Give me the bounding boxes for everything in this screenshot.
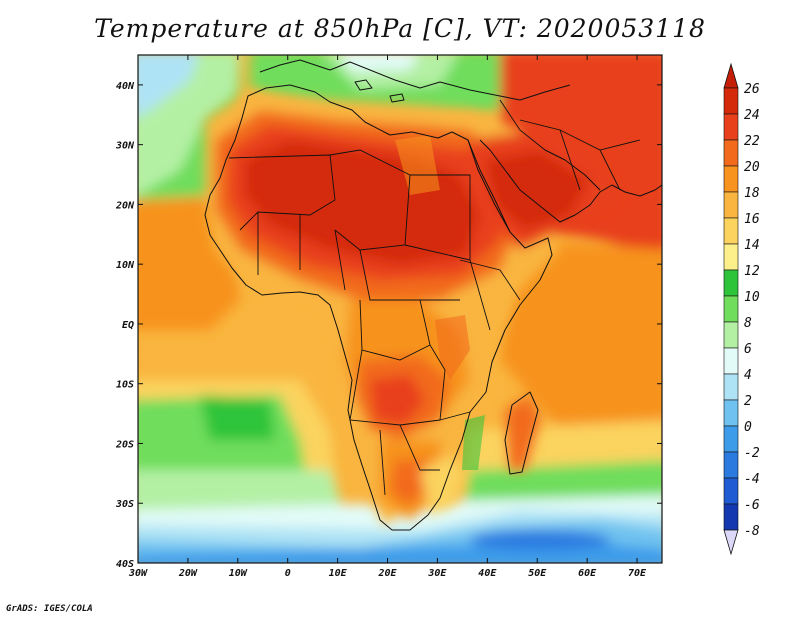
colorbar-label: 24 xyxy=(744,108,760,123)
colorbar-swatch xyxy=(723,451,739,479)
arabia-coastline xyxy=(479,139,662,223)
lat-tick-label: 40S xyxy=(116,559,134,570)
colorbar-label: 22 xyxy=(744,134,760,149)
lat-tick-label: 10N xyxy=(116,260,135,271)
colorbar-swatch xyxy=(723,165,739,193)
colorbar-top-arrow xyxy=(723,62,739,89)
colorbar-label: 26 xyxy=(744,82,760,97)
colorbar-label: 16 xyxy=(744,212,760,227)
colorbar-swatch xyxy=(723,269,739,297)
mediterranean-islands xyxy=(354,79,405,103)
lon-tick-label: 40E xyxy=(478,568,497,579)
coastlines xyxy=(204,59,662,531)
grads-credit: GrADS: IGES/COLA xyxy=(6,604,93,614)
colorbar-swatch xyxy=(723,321,739,349)
colorbar-label: -8 xyxy=(744,524,760,539)
colorbar-swatch xyxy=(723,373,739,401)
lat-tick-label: 40N xyxy=(116,81,135,92)
lat-tick-label: 20S xyxy=(115,439,134,450)
colorbar-swatch xyxy=(723,217,739,245)
colorbar-label: -4 xyxy=(744,472,760,487)
europe-coast xyxy=(259,59,571,101)
lon-tick-label: 30W xyxy=(128,568,148,579)
colorbar-label: 4 xyxy=(744,368,752,383)
lon-tick-label: 10W xyxy=(229,568,248,579)
madagascar xyxy=(504,391,539,475)
persian-gulf xyxy=(544,149,601,191)
colorbar-swatch xyxy=(723,191,739,219)
lon-tick-label: 0 xyxy=(285,568,291,579)
colorbar-swatch xyxy=(723,87,739,115)
colorbar-label: 2 xyxy=(744,394,752,409)
colorbar-label: 10 xyxy=(744,290,760,305)
lon-tick-label: 20E xyxy=(377,568,397,579)
lon-tick-label: 20W xyxy=(178,568,198,579)
temperature-field xyxy=(138,55,662,563)
colorbar-swatch xyxy=(723,347,739,375)
lon-tick-label: 10E xyxy=(329,568,348,579)
lon-tick-label: 70E xyxy=(628,568,647,579)
colorbar-label: 0 xyxy=(744,420,752,435)
map-title: Temperature at 850hPa [C], VT: 202005311… xyxy=(94,14,706,43)
colorbar-label: 20 xyxy=(744,160,760,175)
colorbar-swatch xyxy=(723,425,739,453)
red-sea-coast xyxy=(467,139,511,233)
lat-tick-label: EQ xyxy=(122,320,134,331)
lon-tick-label: 30E xyxy=(427,568,447,579)
lat-tick-label: 10S xyxy=(116,380,134,391)
latitude-axis: 40N 30N 20N 10N EQ 10S 20S 30S 40S xyxy=(115,81,662,570)
map-frame xyxy=(137,54,663,564)
lat-tick-label: 20N xyxy=(115,200,135,211)
colorbar-bottom-arrow xyxy=(723,529,739,556)
lon-tick-label: 60E xyxy=(578,568,597,579)
lon-tick-label: 50E xyxy=(528,568,547,579)
colorbar-label: -2 xyxy=(744,446,760,461)
colorbar-label: 18 xyxy=(744,186,760,201)
colorbar-label: 14 xyxy=(744,238,760,253)
lat-tick-label: 30S xyxy=(115,499,134,510)
lat-tick-label: 30N xyxy=(115,141,135,152)
colorbar-swatch xyxy=(723,399,739,427)
colorbar-swatch xyxy=(723,295,739,323)
country-borders xyxy=(228,99,641,496)
colorbar-swatch xyxy=(723,113,739,141)
colorbar-swatch xyxy=(723,243,739,271)
colorbar-label: 6 xyxy=(744,342,752,357)
longitude-axis: 30W 20W 10W 0 10E 20E 30E 40E 50E 60E 70E xyxy=(128,55,647,579)
colorbar-swatch xyxy=(723,477,739,505)
colorbar-swatch xyxy=(723,503,739,531)
colorbar-swatch xyxy=(723,139,739,167)
colorbar-label: -6 xyxy=(744,498,760,513)
africa-coastline xyxy=(204,84,553,531)
colorbar-label: 12 xyxy=(744,264,760,279)
colorbar-label: 8 xyxy=(744,316,752,331)
